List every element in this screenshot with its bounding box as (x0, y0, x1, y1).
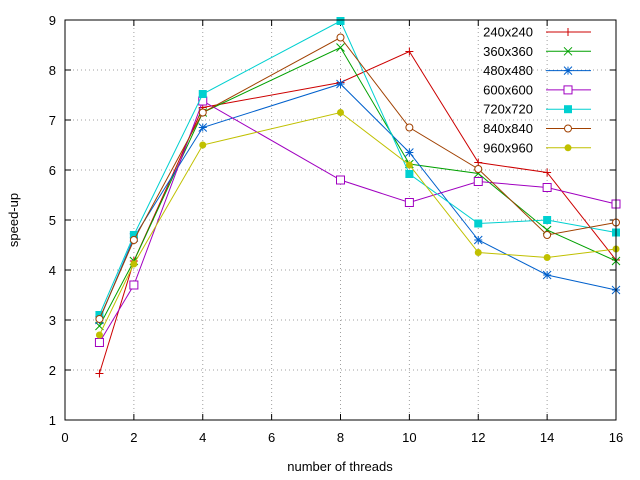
legend-item: 480x480 (483, 63, 591, 78)
series-group (94, 17, 621, 378)
data-point (543, 254, 551, 261)
x-tick-label: 10 (402, 430, 416, 445)
x-axis-ticks: 0 2 4 6 8 10 12 14 16 (61, 20, 623, 445)
legend-marker (564, 124, 572, 133)
data-point (95, 315, 104, 323)
data-point (336, 43, 345, 52)
data-point (542, 183, 552, 192)
legend-label: 240x240 (483, 25, 533, 40)
data-point (198, 123, 208, 132)
series-line (98, 36, 617, 320)
data-point (336, 175, 345, 185)
legend-label: 360x360 (483, 44, 533, 59)
series-960x960 (95, 109, 620, 339)
y-tick-label: 5 (49, 213, 56, 228)
legend-item: 600x600 (483, 82, 591, 97)
legend-marker (564, 28, 572, 36)
data-point (198, 96, 208, 106)
data-point (405, 161, 413, 169)
y-tick-label: 1 (49, 413, 56, 428)
y-tick-label: 3 (49, 313, 56, 328)
data-point (405, 123, 414, 132)
series-line (98, 83, 617, 321)
series-line (98, 100, 617, 343)
legend-marker (564, 144, 572, 152)
data-point (129, 280, 139, 290)
data-point (130, 260, 138, 268)
legend-label: 480x480 (483, 63, 533, 78)
legend-marker (564, 105, 572, 114)
x-tick-label: 0 (61, 430, 68, 445)
data-point (474, 249, 482, 256)
data-point (336, 17, 345, 25)
series-720x720 (95, 17, 620, 319)
data-point (336, 33, 345, 42)
data-point (474, 165, 483, 173)
x-tick-label: 16 (609, 430, 623, 445)
data-point (199, 141, 207, 149)
y-tick-label: 4 (49, 263, 56, 278)
legend: 240x240 360x360 480x480 600x600 720x720 840x8… (483, 25, 591, 155)
x-tick-label: 12 (471, 430, 485, 445)
x-axis-label: number of threads (287, 459, 393, 474)
y-axis-ticks: 1 2 3 4 5 6 7 8 9 (49, 13, 616, 428)
series-600x600 (94, 96, 621, 347)
y-tick-label: 6 (49, 163, 56, 178)
data-point (405, 148, 414, 157)
data-point (336, 79, 345, 89)
x-tick-label: 4 (199, 430, 206, 445)
data-point (95, 369, 104, 378)
legend-item: 360x360 (483, 44, 591, 59)
y-tick-label: 9 (49, 13, 56, 28)
legend-item: 960x960 (483, 140, 591, 155)
legend-label: 960x960 (483, 140, 533, 155)
data-point (473, 235, 483, 245)
y-tick-label: 8 (49, 63, 56, 78)
y-axis-label: speed-up (6, 193, 21, 247)
series-480x480 (95, 79, 621, 325)
data-point (542, 270, 552, 280)
data-point (405, 170, 414, 178)
data-point (543, 216, 552, 224)
legend-label: 720x720 (483, 102, 533, 117)
legend-item: 840x840 (483, 121, 591, 136)
series-840x840 (95, 33, 620, 323)
x-tick-label: 14 (540, 430, 554, 445)
series-240x240 (95, 47, 620, 378)
data-point (543, 231, 552, 239)
data-point (95, 331, 103, 339)
data-point (474, 219, 483, 228)
data-point (473, 177, 483, 186)
series-line (98, 20, 617, 316)
x-tick-label: 8 (337, 430, 344, 445)
data-point (404, 198, 414, 207)
x-tick-label: 6 (268, 430, 275, 445)
series-line (98, 111, 617, 336)
data-point (337, 109, 344, 116)
data-point (129, 236, 138, 244)
legend-item: 240x240 (483, 25, 591, 40)
data-point (543, 168, 552, 177)
y-tick-label: 7 (49, 113, 56, 128)
legend-marker (563, 66, 573, 75)
legend-marker (563, 46, 573, 56)
plot-frame (64, 19, 617, 421)
x-tick-label: 2 (130, 430, 137, 445)
data-point (198, 90, 207, 98)
legend-label: 840x840 (483, 121, 533, 136)
y-tick-label: 2 (49, 363, 56, 378)
data-point (129, 231, 138, 239)
legend-label: 600x600 (483, 82, 533, 97)
series-line (98, 50, 617, 374)
data-point (94, 338, 104, 347)
data-point (405, 47, 414, 56)
legend-marker (563, 85, 573, 95)
legend-item: 720x720 (483, 102, 591, 117)
data-point (198, 108, 207, 117)
